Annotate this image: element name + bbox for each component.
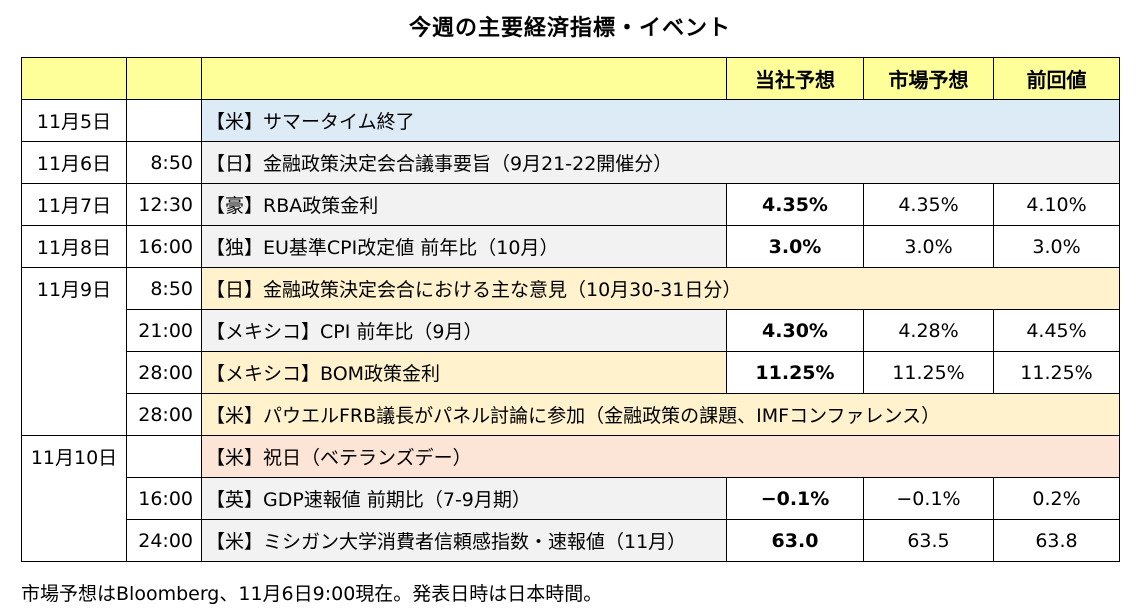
time-cell: 16:00 [126,477,202,520]
company-forecast-cell: 63.0 [726,519,864,562]
table-row: 11月8日 16:00 【独】EU基準CPI改定値 前年比（10月） 3.0% … [21,225,1120,268]
event-cell: 【米】サマータイム終了 [201,99,1120,142]
time-cell: 21:00 [126,309,202,352]
table-row: 21:00 【メキシコ】CPI 前年比（9月） 4.30% 4.28% 4.45… [21,309,1120,352]
market-forecast-cell: −0.1% [863,477,994,520]
date-cell: 11月5日 [21,99,127,142]
header-previous: 前回値 [993,57,1120,100]
time-cell: 28:00 [126,393,202,436]
previous-value-cell: 63.8 [993,519,1120,562]
date-cell: 11月10日 [21,435,127,478]
table-row: 16:00 【英】GDP速報値 前期比（7-9月期） −0.1% −0.1% 0… [21,477,1120,520]
time-cell [126,99,202,142]
market-forecast-cell: 4.35% [863,183,994,226]
table-row: 11月7日 12:30 【豪】RBA政策金利 4.35% 4.35% 4.10% [21,183,1120,226]
table-row: 11月5日 【米】サマータイム終了 [21,99,1120,142]
event-cell: 【メキシコ】CPI 前年比（9月） [201,309,727,352]
event-cell: 【米】祝日（ベテランズデー） [201,435,1120,478]
table-row: 11月6日 8:50 【日】金融政策決定会合議事要旨（9月21-22開催分） [21,141,1120,184]
previous-value-cell: 4.45% [993,309,1120,352]
market-forecast-cell: 4.28% [863,309,994,352]
date-cell [21,519,127,562]
time-cell [126,435,202,478]
date-cell: 11月7日 [21,183,127,226]
event-cell: 【メキシコ】BOM政策金利 [201,351,727,394]
event-cell: 【日】金融政策決定会合議事要旨（9月21-22開催分） [201,141,1120,184]
event-cell: 【米】ミシガン大学消費者信頼感指数・速報値（11月） [201,519,727,562]
economic-calendar-table: 当社予想 市場予想 前回値 11月5日 【米】サマータイム終了 11月6日 8:… [21,57,1120,562]
company-forecast-cell: 3.0% [726,225,864,268]
market-forecast-cell: 63.5 [863,519,994,562]
date-cell: 11月9日 [21,267,127,310]
previous-value-cell: 11.25% [993,351,1120,394]
time-cell: 12:30 [126,183,202,226]
header-event [201,57,727,100]
event-cell: 【独】EU基準CPI改定値 前年比（10月） [201,225,727,268]
event-cell: 【英】GDP速報値 前期比（7-9月期） [201,477,727,520]
header-market-forecast: 市場予想 [863,57,994,100]
event-cell: 【米】パウエルFRB議長がパネル討論に参加（金融政策の課題、IMFコンファレンス… [201,393,1120,436]
previous-value-cell: 0.2% [993,477,1120,520]
date-cell [21,393,127,436]
header-company-forecast: 当社予想 [726,57,864,100]
date-cell: 11月6日 [21,141,127,184]
market-forecast-cell: 11.25% [863,351,994,394]
table-row: 28:00 【メキシコ】BOM政策金利 11.25% 11.25% 11.25% [21,351,1120,394]
time-cell: 28:00 [126,351,202,394]
time-cell: 8:50 [126,141,202,184]
company-forecast-cell: −0.1% [726,477,864,520]
date-cell [21,477,127,520]
footnote: 市場予想はBloomberg、11月6日9:00現在。発表日時は日本時間。 [21,583,603,605]
page-title: 今週の主要経済指標・イベント [408,16,731,41]
time-cell: 8:50 [126,267,202,310]
time-cell: 16:00 [126,225,202,268]
time-cell: 24:00 [126,519,202,562]
table-row: 24:00 【米】ミシガン大学消費者信頼感指数・速報値（11月） 63.0 63… [21,519,1120,562]
table-row: 28:00 【米】パウエルFRB議長がパネル討論に参加（金融政策の課題、IMFコ… [21,393,1120,436]
market-forecast-cell: 3.0% [863,225,994,268]
previous-value-cell: 3.0% [993,225,1120,268]
company-forecast-cell: 11.25% [726,351,864,394]
table-row: 11月9日 8:50 【日】金融政策決定会合における主な意見（10月30-31日… [21,267,1120,310]
table-row: 11月10日 【米】祝日（ベテランズデー） [21,435,1120,478]
previous-value-cell: 4.10% [993,183,1120,226]
header-row: 当社予想 市場予想 前回値 [21,57,1120,100]
company-forecast-cell: 4.30% [726,309,864,352]
event-cell: 【豪】RBA政策金利 [201,183,727,226]
date-cell [21,351,127,394]
event-cell: 【日】金融政策決定会合における主な意見（10月30-31日分） [201,267,1120,310]
header-time [126,57,202,100]
company-forecast-cell: 4.35% [726,183,864,226]
date-cell [21,309,127,352]
header-date [21,57,127,100]
date-cell: 11月8日 [21,225,127,268]
